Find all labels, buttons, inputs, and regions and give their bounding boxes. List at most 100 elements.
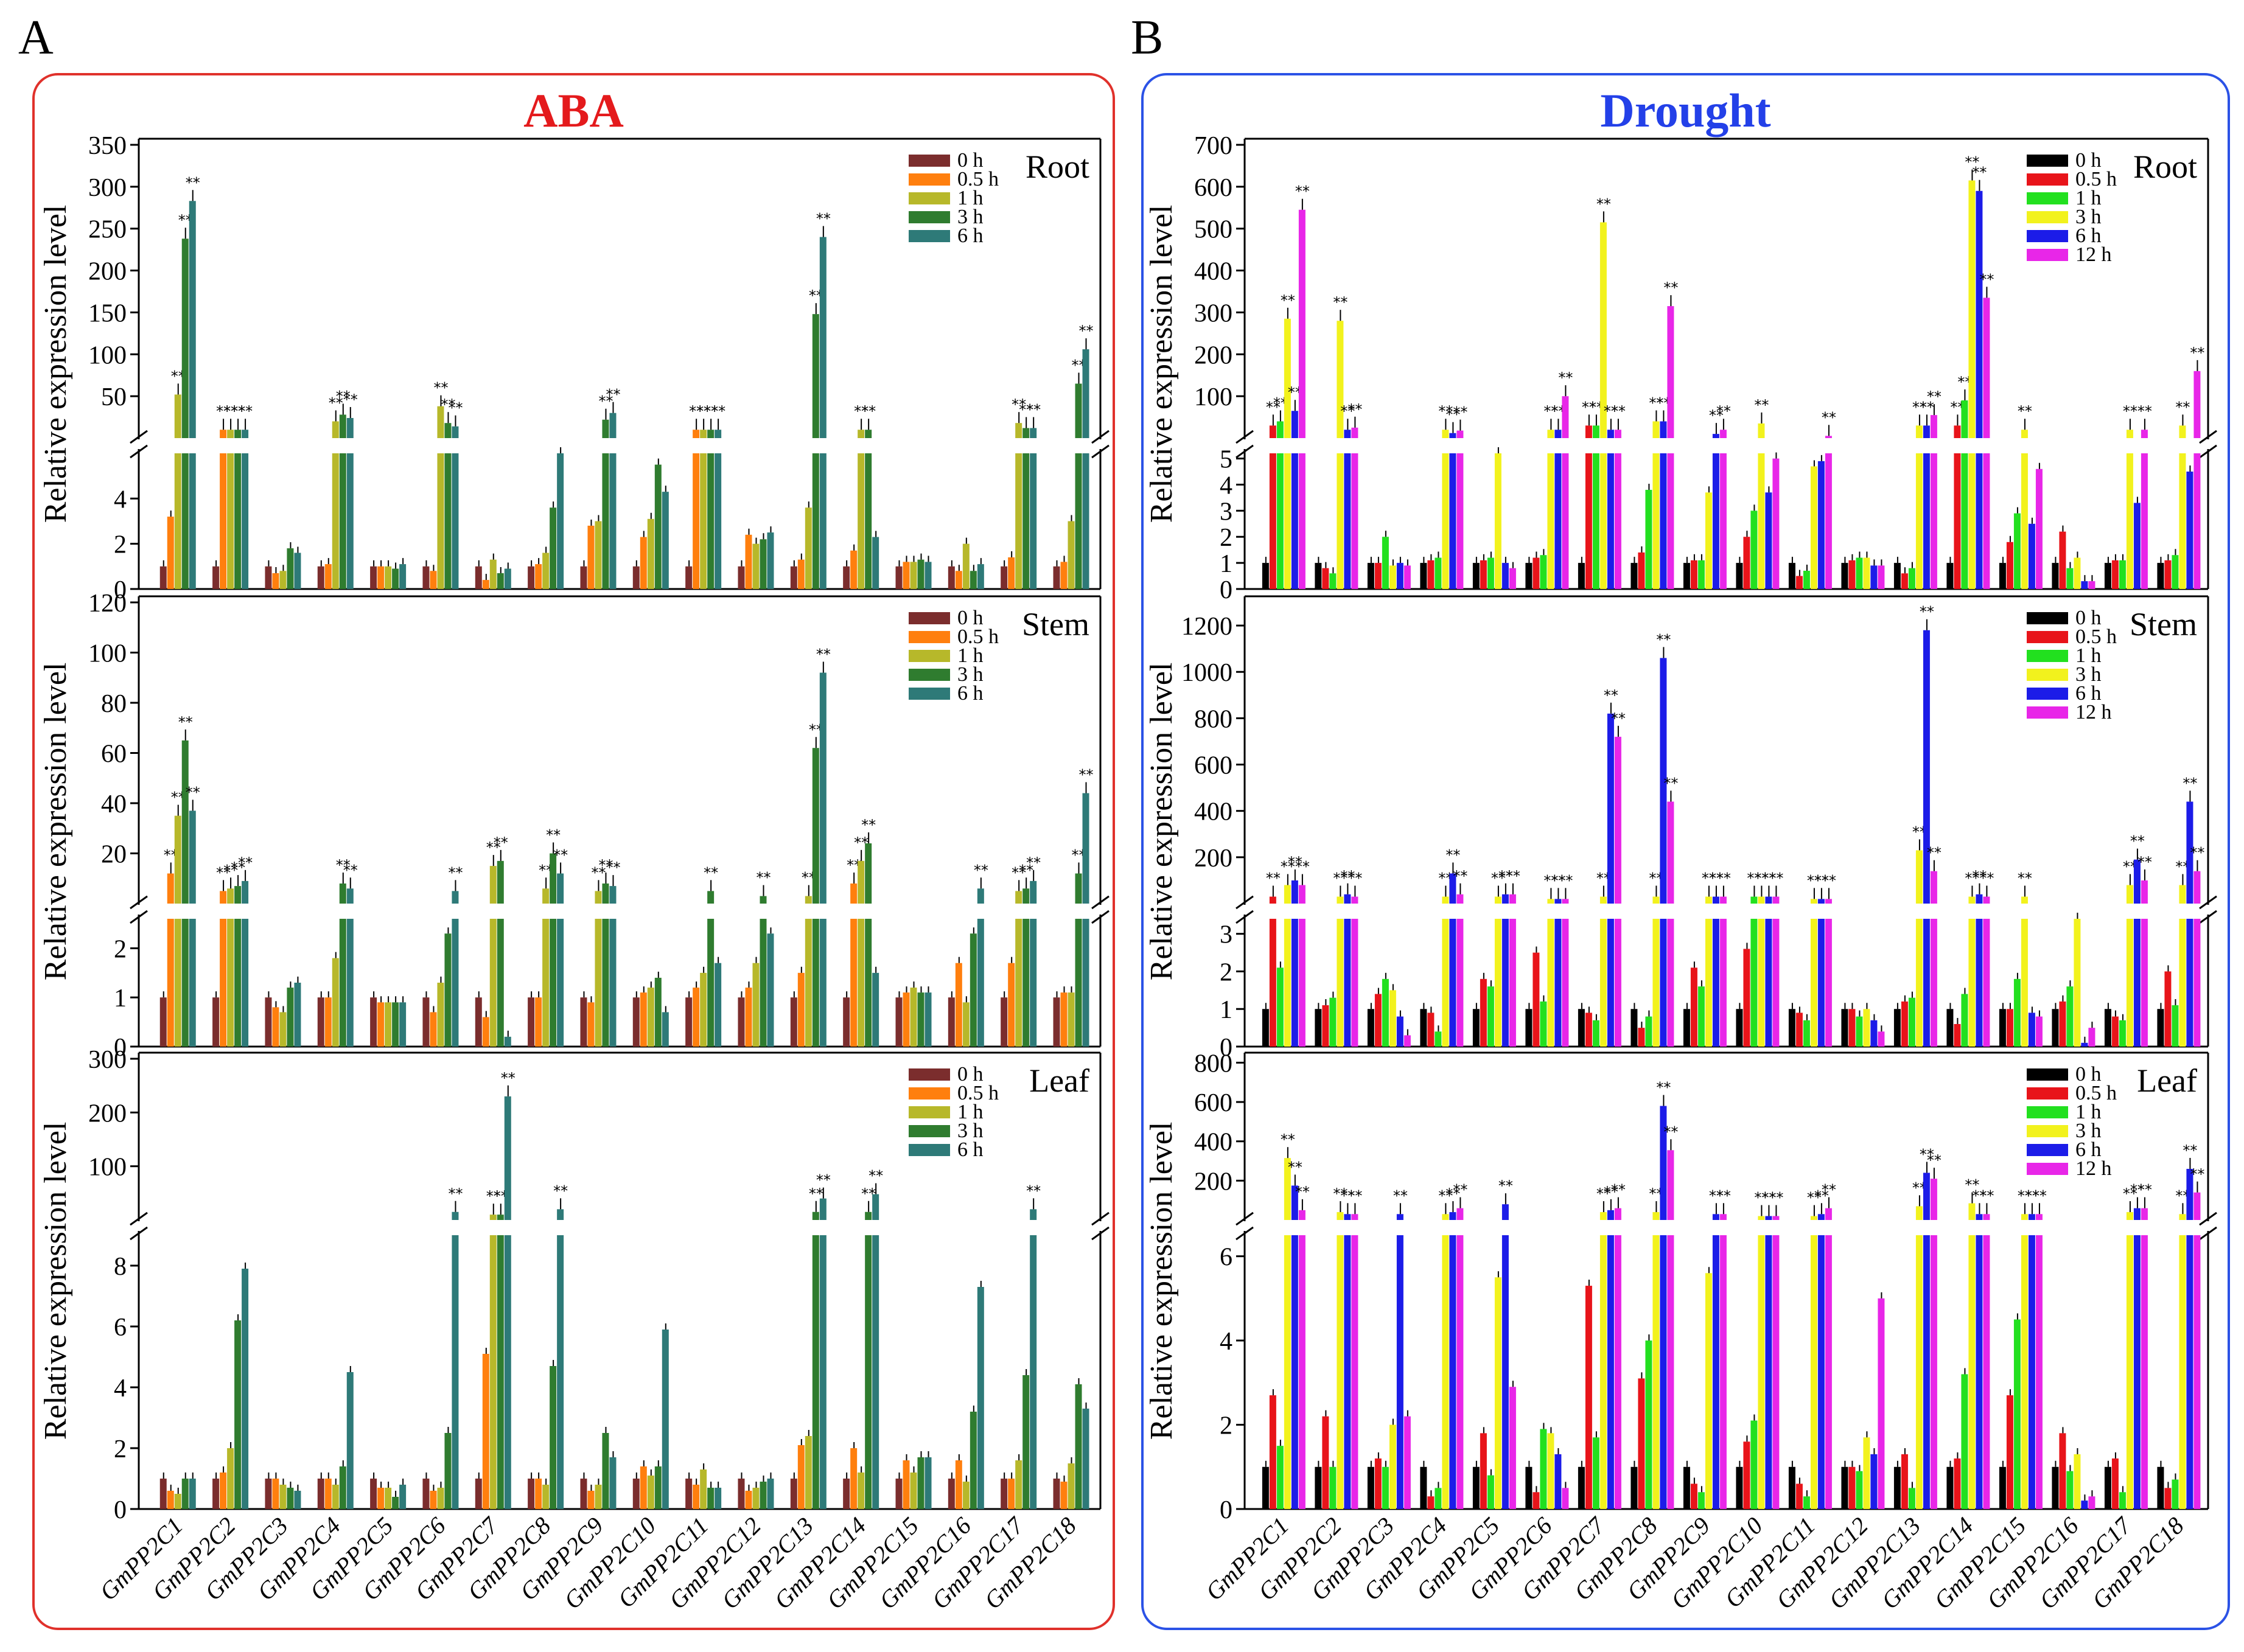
bar bbox=[1501, 1235, 1509, 1509]
bar bbox=[2111, 1458, 2119, 1509]
legend-label: 0.5 h bbox=[957, 1082, 999, 1104]
bar bbox=[1449, 1235, 1456, 1509]
bar bbox=[2141, 1208, 2148, 1220]
significance-mark: ** bbox=[598, 393, 613, 410]
bar bbox=[1298, 919, 1306, 1047]
axis-break-mark bbox=[2199, 1211, 2217, 1226]
bar bbox=[1562, 899, 1569, 904]
bar bbox=[1946, 1466, 1954, 1509]
panel-b-title: Drought bbox=[1600, 84, 1770, 137]
bar bbox=[609, 886, 617, 904]
bar bbox=[1562, 453, 1569, 589]
bar bbox=[2186, 919, 2193, 1047]
bar bbox=[1645, 490, 1652, 589]
bar bbox=[1442, 1235, 1449, 1509]
bar bbox=[189, 201, 196, 438]
bar bbox=[1863, 1437, 1870, 1509]
legend-swatch bbox=[909, 1068, 950, 1081]
bar bbox=[1298, 885, 1306, 904]
significance-mark: ** bbox=[1761, 870, 1776, 887]
bar bbox=[189, 1479, 196, 1509]
y-axis-label: Relative expression level bbox=[1144, 1122, 1179, 1440]
significance-mark: ** bbox=[1026, 854, 1041, 871]
legend-swatch bbox=[2027, 1106, 2068, 1118]
bar bbox=[1712, 453, 1719, 589]
significance-mark: ** bbox=[2130, 1182, 2145, 1199]
significance-mark: ** bbox=[861, 403, 876, 420]
subplot-title: Stem bbox=[1022, 606, 1089, 643]
bar bbox=[1923, 453, 1930, 589]
bar bbox=[715, 453, 722, 589]
bar bbox=[948, 1479, 955, 1509]
bar bbox=[279, 571, 287, 589]
significance-mark: ** bbox=[343, 391, 358, 408]
y-tick-label: 0 bbox=[1220, 1496, 1232, 1524]
bar bbox=[489, 1215, 497, 1220]
significance-mark: ** bbox=[1611, 1182, 1626, 1199]
bar bbox=[955, 571, 962, 589]
y-tick-label: 50 bbox=[101, 383, 127, 411]
significance-mark: ** bbox=[223, 403, 238, 420]
bar bbox=[1022, 888, 1030, 904]
bar bbox=[181, 1479, 189, 1509]
bar bbox=[1697, 560, 1705, 589]
bar bbox=[1337, 1235, 1344, 1509]
bar bbox=[1614, 919, 1621, 1047]
bar bbox=[1001, 1479, 1008, 1509]
y-tick-label: 60 bbox=[101, 741, 127, 768]
bar bbox=[693, 988, 700, 1047]
bar bbox=[2111, 1016, 2119, 1047]
bar bbox=[489, 919, 497, 1047]
y-axis-label: Relative expression level bbox=[38, 205, 73, 523]
bar bbox=[910, 988, 917, 1047]
bar bbox=[1389, 565, 1396, 589]
bar bbox=[1315, 563, 1322, 589]
bar bbox=[962, 1482, 970, 1509]
bar bbox=[339, 453, 346, 589]
bar bbox=[174, 1494, 181, 1509]
bar bbox=[1494, 453, 1501, 589]
bar bbox=[865, 1211, 872, 1220]
legend-swatch bbox=[2027, 173, 2068, 186]
bar bbox=[1719, 430, 1727, 438]
bar bbox=[324, 1479, 332, 1509]
bar bbox=[2141, 919, 2148, 1047]
bar bbox=[1954, 425, 1961, 438]
bar bbox=[1690, 560, 1697, 589]
bar bbox=[1825, 919, 1832, 1047]
significance-mark: ** bbox=[1611, 710, 1626, 727]
bar bbox=[812, 748, 819, 904]
bar bbox=[1750, 1420, 1758, 1509]
bar bbox=[2126, 1212, 2133, 1220]
y-tick-label: 800 bbox=[1194, 705, 1232, 733]
bar bbox=[1030, 880, 1037, 904]
bar bbox=[872, 972, 879, 1047]
significance-mark: ** bbox=[186, 784, 200, 801]
legend-label: 12 h bbox=[2075, 701, 2112, 723]
bar bbox=[437, 983, 444, 1047]
axis-break-mark bbox=[1236, 895, 1254, 910]
bar bbox=[685, 997, 693, 1047]
bar bbox=[1750, 896, 1758, 904]
significance-mark: ** bbox=[854, 403, 869, 420]
bar bbox=[850, 550, 858, 589]
bar bbox=[1269, 425, 1276, 438]
bar bbox=[1772, 919, 1780, 1047]
significance-mark: ** bbox=[1582, 399, 1596, 416]
bar bbox=[1554, 919, 1562, 1047]
bar bbox=[1298, 1235, 1306, 1509]
bar bbox=[872, 537, 879, 589]
bar bbox=[819, 453, 827, 589]
bar bbox=[685, 566, 693, 589]
axis-break-mark bbox=[1236, 910, 1254, 924]
significance-mark: ** bbox=[606, 386, 620, 403]
bar bbox=[1533, 1492, 1540, 1509]
bar bbox=[430, 571, 437, 589]
significance-mark: ** bbox=[696, 403, 711, 420]
significance-mark: ** bbox=[1340, 1187, 1355, 1204]
bar bbox=[1810, 899, 1817, 904]
bar bbox=[339, 884, 346, 904]
bar bbox=[1015, 919, 1022, 1047]
bar bbox=[1351, 896, 1358, 904]
significance-mark: ** bbox=[336, 388, 351, 405]
